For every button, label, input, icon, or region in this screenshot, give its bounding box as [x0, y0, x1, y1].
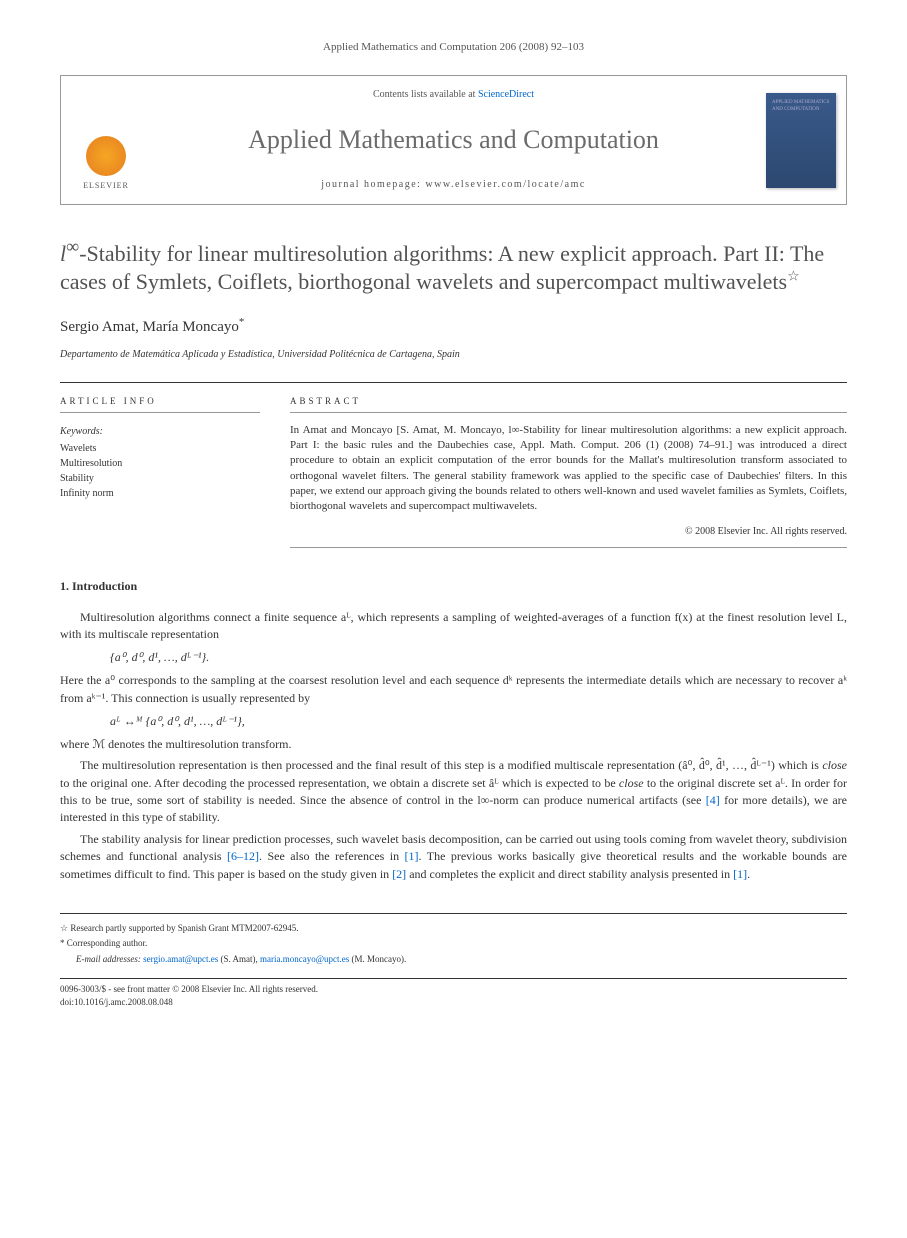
contents-prefix: Contents lists available at — [373, 89, 478, 100]
ref-link-6-12[interactable]: [6–12] — [227, 849, 259, 863]
intro-para-2: Here the a⁰ corresponds to the sampling … — [60, 672, 847, 707]
header-citation: Applied Mathematics and Computation 206 … — [60, 40, 847, 55]
divider — [60, 382, 847, 383]
footnote-corresponding: * Corresponding author. — [60, 937, 847, 951]
footnote-emails: E-mail addresses: sergio.amat@upct.es (S… — [60, 953, 847, 967]
corr-mark: * — [60, 938, 65, 948]
authors: Sergio Amat, María Moncayo* — [60, 315, 847, 338]
contents-line: Contents lists available at ScienceDirec… — [171, 88, 736, 102]
corresponding-mark: * — [239, 316, 245, 328]
abstract-column: ABSTRACT In Amat and Moncayo [S. Amat, M… — [290, 395, 847, 548]
email-name-1: (S. Amat), — [218, 954, 260, 964]
intro-para-4: The multiresolution representation is th… — [60, 757, 847, 827]
banner-left: ELSEVIER — [61, 76, 151, 204]
article-info-column: ARTICLE INFO Keywords: Wavelets Multires… — [60, 395, 260, 548]
elsevier-label: ELSEVIER — [83, 180, 129, 191]
email-label: E-mail addresses: — [76, 954, 141, 964]
title-footnote-mark: ☆ — [787, 270, 800, 285]
doi-block: 0096-3003/$ - see front matter © 2008 El… — [60, 978, 847, 1008]
equation-2: aᴸ ↔ᴹ {a⁰, d⁰, d¹, …, dᴸ⁻¹}, — [110, 713, 847, 730]
p4-close1: close — [822, 758, 847, 772]
corr-text: Corresponding author. — [67, 938, 148, 948]
p5-b: . See also the references in — [259, 849, 405, 863]
keywords-label: Keywords: — [60, 425, 260, 439]
footnotes: ☆ Research partly supported by Spanish G… — [60, 913, 847, 967]
divider — [60, 412, 260, 413]
affiliation: Departamento de Matemática Aplicada y Es… — [60, 348, 847, 362]
journal-banner: ELSEVIER Contents lists available at Sci… — [60, 75, 847, 205]
divider — [290, 547, 847, 548]
intro-para-5: The stability analysis for linear predic… — [60, 831, 847, 883]
info-abstract-row: ARTICLE INFO Keywords: Wavelets Multires… — [60, 395, 847, 548]
article-info-label: ARTICLE INFO — [60, 395, 260, 408]
front-matter-line: 0096-3003/$ - see front matter © 2008 El… — [60, 983, 847, 996]
article-title: l∞-Stability for linear multiresolution … — [60, 235, 847, 297]
ref-link-1b[interactable]: [1] — [733, 867, 747, 881]
email-link-2[interactable]: maria.moncayo@upct.es — [260, 954, 349, 964]
journal-name: Applied Mathematics and Computation — [171, 122, 736, 158]
divider — [290, 412, 847, 413]
elsevier-tree-icon — [86, 136, 126, 176]
keyword: Wavelets — [60, 441, 260, 456]
banner-right: APPLIED MATHEMATICS AND COMPUTATION — [756, 76, 846, 204]
journal-cover-thumbnail: APPLIED MATHEMATICS AND COMPUTATION — [766, 93, 836, 188]
keyword: Multiresolution — [60, 456, 260, 471]
funding-mark: ☆ — [60, 923, 68, 933]
ref-link-1a[interactable]: [1] — [405, 849, 419, 863]
title-text: l∞-Stability for linear multiresolution … — [60, 241, 824, 295]
equation-1: {a⁰, d⁰, d¹, …, dᴸ⁻¹}. — [110, 649, 847, 666]
footnote-funding: ☆ Research partly supported by Spanish G… — [60, 922, 847, 936]
abstract-text: In Amat and Moncayo [S. Amat, M. Moncayo… — [290, 423, 847, 515]
p4-b: to the original one. After decoding the … — [60, 776, 619, 790]
homepage-line: journal homepage: www.elsevier.com/locat… — [171, 178, 736, 192]
email-link-1[interactable]: sergio.amat@upct.es — [143, 954, 218, 964]
homepage-prefix: journal homepage: — [321, 179, 425, 190]
abstract-copyright: © 2008 Elsevier Inc. All rights reserved… — [290, 525, 847, 539]
author-names: Sergio Amat, María Moncayo — [60, 319, 239, 335]
ref-link-2[interactable]: [2] — [392, 867, 406, 881]
ref-link-4[interactable]: [4] — [706, 793, 720, 807]
keywords-list: Wavelets Multiresolution Stability Infin… — [60, 441, 260, 501]
abstract-label: ABSTRACT — [290, 395, 847, 408]
funding-text: Research partly supported by Spanish Gra… — [70, 923, 298, 933]
intro-para-1: Multiresolution algorithms connect a fin… — [60, 609, 847, 644]
p4-a: The multiresolution representation is th… — [80, 758, 822, 772]
p5-e: . — [747, 867, 750, 881]
keyword: Infinity norm — [60, 486, 260, 501]
doi-line: doi:10.1016/j.amc.2008.08.048 — [60, 996, 847, 1009]
banner-center: Contents lists available at ScienceDirec… — [151, 76, 756, 204]
intro-para-3: where ℳ denotes the multiresolution tran… — [60, 736, 847, 753]
keyword: Stability — [60, 471, 260, 486]
p4-close2: close — [619, 776, 644, 790]
email-name-2: (M. Moncayo). — [349, 954, 406, 964]
p5-d: and completes the explicit and direct st… — [406, 867, 733, 881]
elsevier-logo: ELSEVIER — [81, 136, 131, 196]
section-heading-intro: 1. Introduction — [60, 578, 847, 595]
sciencedirect-link[interactable]: ScienceDirect — [478, 89, 534, 100]
homepage-url[interactable]: www.elsevier.com/locate/amc — [425, 179, 585, 190]
